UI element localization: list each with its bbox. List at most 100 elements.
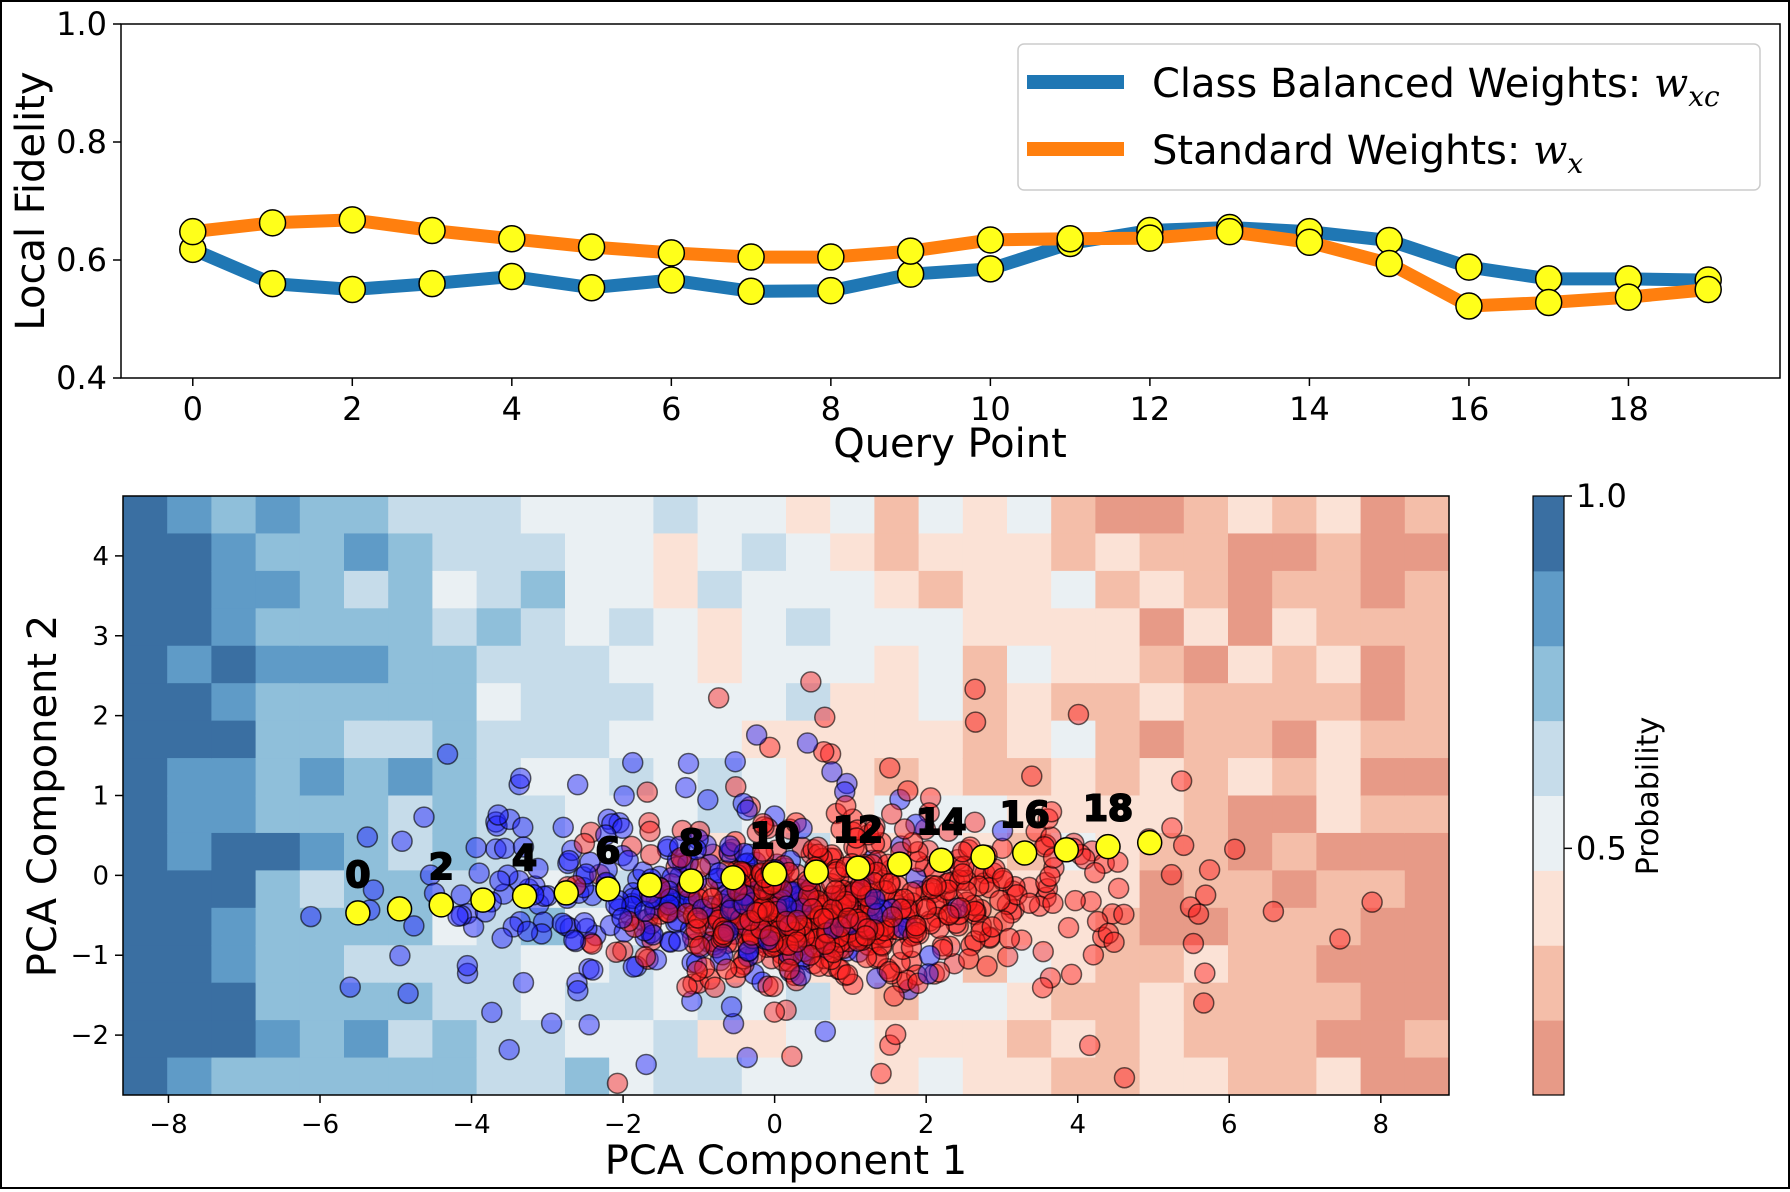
contour-cell	[786, 608, 832, 647]
contour-cell	[1360, 533, 1406, 572]
contour-cell	[1272, 496, 1318, 535]
series-1-point	[338, 206, 367, 234]
colorbar-level	[1533, 570, 1564, 647]
class-1-point	[620, 835, 643, 858]
contour-cell	[1007, 496, 1053, 535]
contour-cell	[520, 982, 566, 1022]
contour-cell	[123, 1020, 169, 1059]
contour-cell	[211, 645, 257, 685]
query-point-label: 2	[429, 847, 454, 888]
class-1-point	[1224, 838, 1246, 860]
class-1-point	[1182, 932, 1205, 955]
contour-cell	[520, 570, 566, 610]
contour-cell	[299, 758, 345, 797]
class-1-point	[687, 907, 709, 929]
contour-cell	[1228, 533, 1274, 572]
class-1-point	[964, 711, 987, 733]
contour-cell	[1404, 645, 1449, 685]
contour-cell	[211, 720, 257, 760]
query-point	[928, 847, 955, 873]
contour-cell	[1228, 496, 1274, 535]
contour-cell	[1360, 945, 1406, 984]
contour-cell	[1360, 907, 1406, 947]
contour-cell	[962, 645, 1008, 685]
contour-cell	[786, 1020, 832, 1059]
contour-cell	[211, 1020, 257, 1059]
contour-cell	[432, 795, 478, 834]
class-1-point	[639, 820, 661, 843]
class-0-point	[745, 724, 768, 746]
top-x-tick-label: 0	[183, 390, 203, 428]
class-1-point	[639, 844, 662, 866]
contour-cell	[167, 608, 213, 647]
contour-cell	[476, 533, 522, 572]
contour-cell	[741, 608, 787, 647]
contour-cell	[786, 795, 832, 834]
contour-cell	[565, 570, 611, 610]
contour-cell	[1095, 645, 1141, 685]
class-1-point	[778, 958, 800, 980]
contour-cell	[1228, 1057, 1274, 1095]
contour-cell	[1183, 1020, 1229, 1059]
contour-cell	[1272, 907, 1318, 947]
contour-cell	[962, 570, 1008, 610]
contour-cell	[432, 570, 478, 610]
class-1-point	[937, 879, 959, 901]
contour-cell	[123, 832, 169, 872]
contour-cell	[344, 1020, 390, 1059]
class-1-point	[1329, 928, 1351, 950]
contour-cell	[520, 945, 566, 984]
class-1-point	[996, 945, 1019, 968]
bottom-x-tick-label: −8	[149, 1110, 187, 1140]
class-1-point	[1170, 770, 1193, 792]
top-y-axis-label: Local Fidelity	[8, 71, 54, 330]
class-1-point	[1040, 801, 1063, 823]
contour-cell	[123, 870, 169, 909]
contour-cell	[1272, 570, 1318, 610]
contour-cell	[344, 608, 390, 647]
series-1-point	[976, 226, 1005, 254]
contour-cell	[344, 496, 390, 535]
contour-cell	[520, 608, 566, 647]
class-0-point	[617, 849, 639, 872]
contour-cell	[1228, 1020, 1274, 1059]
class-1-point	[759, 925, 781, 947]
contour-cell	[609, 533, 655, 572]
class-1-point	[688, 935, 711, 958]
contour-cell	[1139, 645, 1185, 685]
series-0-point	[657, 266, 686, 294]
contour-cell	[741, 533, 787, 572]
class-1-point	[970, 921, 992, 943]
class-0-point	[905, 813, 927, 836]
contour-cell	[1095, 1020, 1141, 1059]
query-point	[1136, 829, 1163, 856]
contour-cell	[1404, 982, 1449, 1022]
contour-cell	[1316, 720, 1362, 760]
class-1-point	[799, 944, 821, 966]
legend-label-class-balanced: Class Balanced Weights: wxc	[1152, 61, 1720, 113]
class-0-point	[456, 954, 479, 977]
contour-cell	[167, 720, 213, 760]
class-1-point	[1172, 834, 1195, 857]
contour-cell	[344, 720, 390, 760]
class-0-point	[578, 1013, 600, 1036]
contour-cell	[830, 496, 876, 535]
class-1-point	[825, 879, 847, 902]
colorbar-level	[1533, 945, 1564, 1021]
class-1-point	[1031, 976, 1054, 999]
class-0-point	[512, 971, 535, 994]
contour-cell	[1095, 720, 1141, 760]
contour-cell	[918, 1057, 964, 1095]
class-0-point	[567, 980, 589, 1002]
contour-cell	[697, 533, 743, 572]
contour-cell	[918, 683, 964, 722]
contour-cell	[299, 907, 345, 947]
bottom-y-tick-label: 1	[92, 782, 109, 812]
contour-cell	[1272, 720, 1318, 760]
contour-cell	[1139, 1020, 1185, 1059]
contour-cell	[1183, 720, 1229, 760]
contour-cell	[1404, 608, 1449, 647]
class-1-point	[890, 898, 912, 920]
class-1-point	[762, 975, 784, 998]
